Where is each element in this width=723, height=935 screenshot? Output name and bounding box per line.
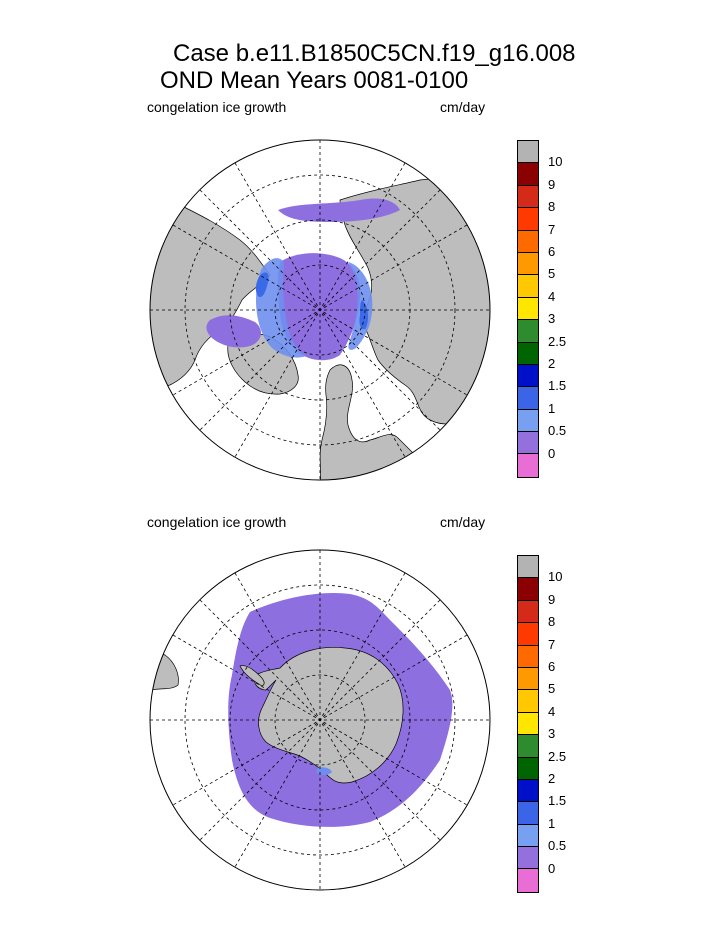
colorbar-tick-label: 1 (548, 400, 556, 416)
colorbar-tick-label: 8 (548, 199, 556, 215)
colorbar-tick-label: 3 (548, 311, 556, 327)
colorbar-tick-label: 1.5 (548, 793, 567, 809)
colorbar-box (518, 623, 538, 646)
colorbar-tick-label: 6 (548, 244, 556, 259)
colorbar-box (518, 409, 538, 433)
panel2-units-label: cm/day (440, 514, 486, 530)
colorbar-tick-label: 0.5 (548, 423, 567, 439)
north-ice-low (277, 253, 361, 361)
colorbar-box (518, 757, 538, 780)
colorbar-box (518, 578, 538, 601)
colorbar-tick-label: 9 (548, 591, 556, 607)
colorbar-tick-label: 2.5 (548, 333, 567, 349)
colorbar-tick-label: 2 (548, 771, 556, 786)
colorbar-box (518, 600, 538, 624)
colorbar-tick-label: 10 (548, 569, 563, 585)
colorbar-box (518, 802, 538, 825)
colorbar-box (518, 320, 538, 343)
colorbar-box (518, 735, 538, 758)
south-polar-map (150, 550, 490, 890)
colorbar-tick-label: 0.5 (548, 838, 567, 854)
colorbar-tick-label: 4 (548, 288, 556, 304)
panel1-variable-label: congelation ice growth (147, 99, 287, 115)
colorbar-box (518, 208, 538, 231)
panel1-units-label: cm/day (440, 99, 486, 115)
north-ice-mid (256, 258, 306, 358)
figure-title-line2: OND Mean Years 0081-0100 (160, 67, 469, 94)
colorbar-box (518, 847, 538, 870)
colorbar-box (518, 667, 538, 691)
colorbar-box (518, 252, 538, 276)
colorbar-box (518, 297, 538, 321)
colorbar-box (518, 141, 538, 164)
colorbar-tick-label: 6 (548, 659, 556, 674)
colorbar-box (518, 454, 538, 477)
south-colorbar (517, 555, 539, 893)
colorbar-tick-label: 0 (548, 860, 556, 876)
colorbar-box (518, 230, 538, 253)
north-polar-map (150, 140, 490, 480)
colorbar-box (518, 387, 538, 410)
colorbar-tick-label: 5 (548, 266, 556, 282)
colorbar-tick-label: 1 (548, 815, 556, 831)
colorbar-tick-label: 0 (548, 445, 556, 461)
panel2-variable-label: congelation ice growth (147, 514, 287, 530)
colorbar-box (518, 432, 538, 455)
north-map-boundary (149, 139, 491, 481)
colorbar-tick-label: 7 (548, 221, 556, 237)
colorbar-tick-label: 10 (548, 154, 563, 170)
north-colorbar (517, 140, 539, 478)
colorbar-tick-label: 9 (548, 176, 556, 192)
colorbar-box (518, 824, 538, 848)
colorbar-box (518, 275, 538, 298)
colorbar-tick-label: 1.5 (548, 378, 567, 394)
colorbar-box (518, 364, 538, 388)
colorbar-box (518, 712, 538, 736)
colorbar-box (518, 556, 538, 579)
north-land-america (150, 199, 271, 391)
south-land-antarctica (254, 647, 404, 784)
colorbar-box (518, 185, 538, 209)
north-ice-high (255, 272, 269, 298)
colorbar-tick-label: 8 (548, 614, 556, 630)
colorbar-tick-label: 5 (548, 681, 556, 697)
colorbar-tick-label: 2.5 (548, 748, 567, 764)
figure-title-line1: Case b.e11.B1850C5CN.f19_g16.008 (173, 40, 576, 67)
colorbar-box (518, 690, 538, 713)
colorbar-box (518, 779, 538, 803)
colorbar-box (518, 645, 538, 668)
colorbar-tick-label: 4 (548, 703, 556, 719)
colorbar-box (518, 869, 538, 892)
colorbar-tick-label: 7 (548, 636, 556, 652)
colorbar-box (518, 342, 538, 365)
colorbar-tick-label: 2 (548, 356, 556, 371)
colorbar-box (518, 163, 538, 186)
colorbar-tick-label: 3 (548, 726, 556, 742)
south-map-boundary (149, 549, 491, 891)
